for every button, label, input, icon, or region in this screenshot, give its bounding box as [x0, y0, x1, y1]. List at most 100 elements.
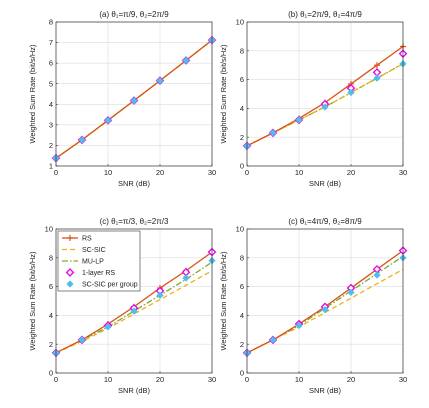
data-point	[373, 74, 381, 82]
data-point	[130, 96, 138, 105]
data-point	[295, 321, 303, 330]
legend-marker	[65, 268, 75, 277]
data-point	[78, 336, 86, 344]
x-tick-label: 0	[54, 168, 58, 177]
y-tick-label: 6	[240, 282, 244, 291]
x-tick-label: 10	[104, 375, 112, 384]
chart-panel-4: 0 10 20 30 0 2 4 6 8 10 (c) θ₁=4π/9, θ₂=8π/9 SNR (d…	[219, 217, 408, 395]
x-tick-label: 20	[347, 168, 355, 177]
series-sc-sic-per-group	[243, 254, 407, 357]
series-sc-sic	[246, 268, 404, 354]
x-tick-label: 30	[208, 168, 216, 177]
y-tick-label: 8	[240, 46, 244, 55]
plot-area	[247, 22, 403, 166]
y-tick-label: 1	[49, 162, 53, 171]
axes-frame	[55, 21, 213, 167]
legend-label: SC-SIC per group	[82, 282, 138, 289]
chart-panel-1: 0 10 20 30 1 2 3 4 5 6 7 8 (a) θ₁=π/9, θ₂=2π/9 SNR (d…	[28, 10, 217, 188]
legend-label: 1-layer RS	[82, 270, 115, 277]
legend-entry-sc-sic-per-group: SC-SIC per group	[66, 280, 138, 289]
data-point	[78, 136, 86, 144]
y-tick-label: 3	[49, 120, 53, 129]
y-tick-label: 10	[236, 225, 244, 234]
data-point	[373, 271, 381, 279]
x-tick-label: 10	[104, 168, 112, 177]
legend-entry-mu-lp: MU-LP	[62, 259, 104, 266]
x-axis-label: SNR (dB)	[118, 386, 151, 395]
y-tick-label: 8	[240, 253, 244, 262]
data-point	[295, 116, 303, 124]
x-axis-label: SNR (dB)	[309, 386, 342, 395]
y-axis-label: Weighted Sum Rate (bit/s/Hz)	[219, 251, 228, 351]
chart-title: (b) θ₁=2π/9, θ₂=4π/9	[288, 10, 362, 19]
legend-marker	[66, 280, 74, 288]
x-tick-label: 30	[208, 375, 216, 384]
y-tick-label: 4	[49, 311, 53, 320]
legend-entry-sc-sic: SC-SIC	[62, 247, 106, 254]
legend-marker	[67, 235, 73, 241]
legend-entry-1-layer-rs: 1-layer RS	[65, 268, 115, 277]
x-tick-label: 30	[399, 375, 407, 384]
y-tick-label: 4	[49, 100, 53, 109]
data-point	[182, 274, 190, 282]
chart-title: (c) θ₁=π/3, θ₂=2π/3	[100, 217, 169, 226]
y-tick-label: 2	[49, 340, 53, 349]
legend-label: MU-LP	[82, 259, 104, 266]
y-tick-label: 4	[240, 311, 244, 320]
y-tick-label: 6	[49, 282, 53, 291]
data-point	[321, 306, 329, 314]
x-tick-label: 0	[54, 375, 58, 384]
legend-label: SC-SIC	[82, 247, 106, 254]
legend-label: RS	[82, 236, 92, 243]
y-tick-label: 2	[240, 133, 244, 142]
data-point	[347, 88, 355, 97]
y-tick-label: 5	[49, 79, 53, 88]
y-tick-label: 4	[240, 104, 244, 113]
chart-title: (a) θ₁=π/9, θ₂=2π/9	[99, 10, 169, 19]
y-tick-label: 0	[240, 369, 244, 378]
axes-frame	[246, 228, 404, 374]
plot-area	[247, 229, 403, 373]
x-tick-label: 0	[245, 168, 249, 177]
x-axis-label: SNR (dB)	[309, 179, 342, 188]
plot-area	[56, 22, 212, 166]
x-tick-label: 10	[295, 168, 303, 177]
data-point	[156, 77, 164, 85]
y-tick-label: 7	[49, 38, 53, 47]
data-point	[269, 336, 277, 344]
x-tick-label: 20	[156, 375, 164, 384]
legend: RS SC-SIC MU-LP 1-layer RS SC-SIC per group	[57, 230, 141, 292]
y-tick-label: 8	[49, 18, 53, 27]
data-point	[374, 62, 380, 69]
data-point	[156, 291, 164, 299]
y-tick-label: 8	[49, 253, 53, 262]
legend-box	[57, 230, 141, 292]
y-tick-label: 10	[236, 18, 244, 27]
y-tick-label: 2	[49, 141, 53, 150]
data-point	[104, 116, 112, 124]
data-point	[104, 323, 112, 331]
y-axis-label: Weighted Sum Rate (bit/s/Hz)	[219, 44, 228, 144]
data-point	[269, 129, 277, 137]
chart-title: (c) θ₁=4π/9, θ₂=8π/9	[288, 217, 362, 226]
data-point	[321, 103, 329, 111]
series-line	[246, 268, 404, 354]
legend-entry-rs: RS	[62, 235, 92, 243]
x-tick-label: 10	[295, 375, 303, 384]
y-tick-label: 0	[49, 369, 53, 378]
x-axis-label: SNR (dB)	[118, 179, 151, 188]
y-axis-label: Weighted Sum Rate (bit/s/Hz)	[28, 251, 37, 351]
axes-frame	[55, 228, 213, 374]
y-tick-label: 6	[49, 59, 53, 68]
y-tick-label: 2	[240, 340, 244, 349]
y-axis-label: Weighted Sum Rate (bit/s/Hz)	[28, 44, 37, 144]
series-sc-sic-per-group	[243, 60, 407, 150]
x-tick-label: 30	[399, 168, 407, 177]
y-tick-label: 10	[45, 225, 53, 234]
y-tick-label: 6	[240, 75, 244, 84]
x-tick-label: 20	[156, 168, 164, 177]
axes-frame	[246, 21, 404, 167]
x-tick-label: 0	[245, 375, 249, 384]
data-point	[182, 56, 190, 65]
